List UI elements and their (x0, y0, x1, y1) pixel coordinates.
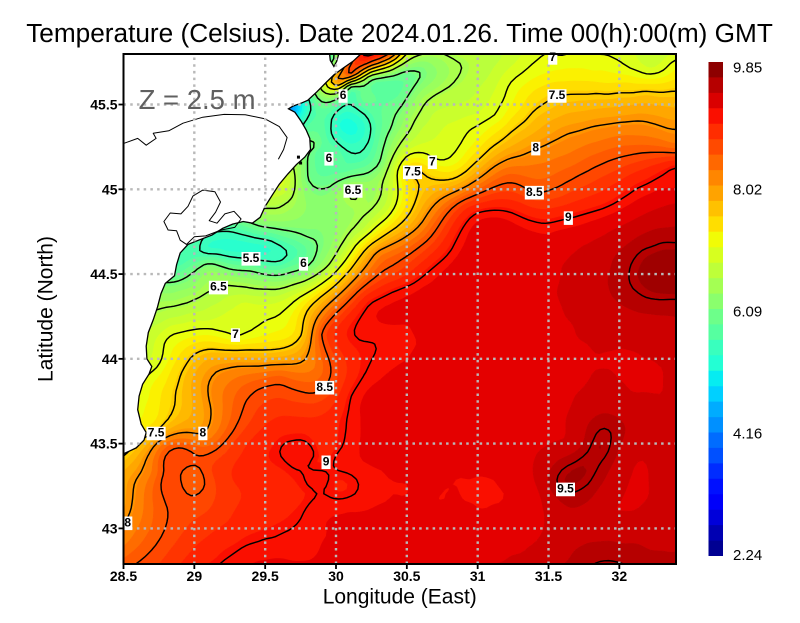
svg-text:6: 6 (326, 151, 333, 165)
svg-text:9: 9 (323, 454, 330, 468)
svg-text:2.24: 2.24 (733, 547, 762, 564)
svg-text:8: 8 (199, 426, 206, 440)
svg-text:9: 9 (565, 210, 572, 224)
svg-text:5.5: 5.5 (243, 251, 260, 265)
svg-text:Longitude (East): Longitude (East) (323, 585, 477, 608)
svg-text:44.5: 44.5 (90, 266, 117, 282)
svg-text:Z = 2.5 m: Z = 2.5 m (139, 84, 256, 115)
svg-text:8: 8 (124, 515, 131, 529)
svg-text:4.16: 4.16 (733, 425, 762, 442)
svg-text:6: 6 (300, 256, 307, 270)
svg-text:6.5: 6.5 (345, 183, 362, 197)
svg-text:8.02: 8.02 (733, 181, 762, 198)
svg-text:9.5: 9.5 (557, 482, 574, 496)
svg-text:8: 8 (532, 141, 539, 155)
svg-text:29.5: 29.5 (252, 568, 279, 584)
svg-text:31.5: 31.5 (535, 568, 562, 584)
svg-text:Temperature (Celsius). Date 20: Temperature (Celsius). Date 2024.01.26. … (26, 18, 773, 48)
svg-text:7.5: 7.5 (404, 164, 421, 178)
svg-text:7: 7 (232, 327, 239, 341)
svg-text:6.09: 6.09 (733, 303, 762, 320)
svg-text:43.5: 43.5 (90, 436, 117, 452)
svg-text:7.5: 7.5 (148, 426, 165, 440)
svg-text:7.5: 7.5 (549, 88, 566, 102)
svg-text:Latitude (North): Latitude (North) (35, 236, 58, 382)
svg-text:45.5: 45.5 (90, 97, 117, 113)
svg-text:32: 32 (612, 568, 628, 584)
svg-text:43: 43 (102, 520, 118, 536)
svg-text:8.5: 8.5 (526, 185, 543, 199)
svg-text:29: 29 (187, 568, 203, 584)
svg-text:9.85: 9.85 (733, 59, 762, 76)
svg-text:6.5: 6.5 (210, 280, 227, 294)
svg-text:8.5: 8.5 (316, 380, 333, 394)
svg-text:31: 31 (470, 568, 486, 584)
svg-text:30: 30 (328, 568, 344, 584)
svg-text:28.5: 28.5 (110, 568, 137, 584)
svg-text:6: 6 (340, 88, 347, 102)
svg-text:7: 7 (429, 154, 436, 168)
svg-text:30.5: 30.5 (393, 568, 420, 584)
svg-text:7: 7 (549, 50, 556, 64)
svg-text:45: 45 (102, 181, 118, 197)
svg-text:44: 44 (102, 351, 118, 367)
